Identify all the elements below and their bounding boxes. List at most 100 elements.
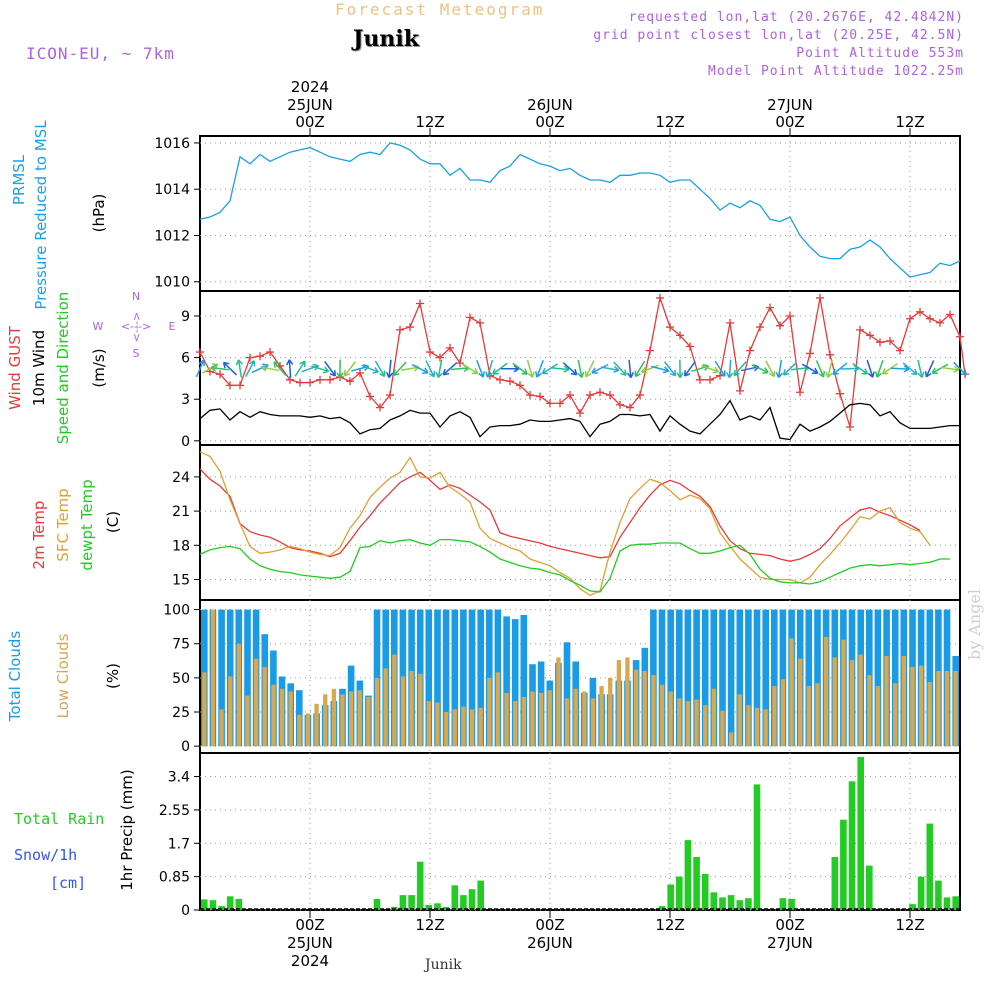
rain-bar [779, 898, 787, 910]
wind-arrow-shape [651, 365, 670, 374]
low-cloud-bar [729, 732, 734, 747]
wind-arrow-shape [324, 360, 337, 377]
low-cloud-bar [297, 714, 302, 747]
gust-marker [806, 349, 814, 358]
wind-arrow-shape [890, 365, 910, 373]
gust-marker [766, 303, 774, 312]
gust-marker [826, 350, 834, 359]
low-cloud-bar [444, 712, 449, 747]
low-cloud-bar [374, 677, 380, 747]
gust-marker [816, 293, 824, 302]
low-cloud-bar [426, 701, 431, 747]
wind-arrow-shape [245, 360, 256, 377]
rain-bar [943, 897, 951, 910]
y-tick-label: 0 [181, 739, 190, 755]
wind-direction-arrow [931, 363, 949, 375]
wind-arrow-shape [924, 360, 935, 378]
x-date-label-bottom: 26JUN [527, 934, 573, 952]
low-cloud-bar [590, 698, 596, 747]
rain-bar [209, 900, 217, 910]
x-year-label-bottom: 2024 [291, 952, 329, 970]
low-cloud-bar [936, 671, 941, 747]
wind-direction-arrow [875, 359, 884, 378]
gust-marker [386, 391, 394, 400]
low-cloud-bar [495, 672, 501, 747]
y-tick-label: 9 [181, 309, 190, 325]
total-cloud-bar [667, 609, 674, 747]
low-cloud-bar [849, 660, 855, 747]
pressure-line [199, 142, 961, 278]
rain-bar [235, 899, 243, 910]
wind-arrow-shape [832, 362, 848, 376]
wind-direction-arrow [195, 359, 206, 378]
dewpt-line [199, 538, 950, 593]
gust-marker [596, 388, 604, 397]
total-cloud-bar [218, 609, 225, 747]
gust-marker [606, 391, 614, 400]
rain-bar [831, 857, 839, 910]
low-cloud-bar [582, 691, 587, 747]
percent-axis-label: (%) [104, 663, 122, 689]
low-cloud-bar [279, 688, 285, 747]
wind-direction-arrow [801, 363, 819, 375]
wind-arrow-shape [374, 360, 386, 378]
total-cloud-bar [373, 609, 381, 747]
y-tick-label: 0 [181, 903, 190, 919]
rain-bar [952, 896, 959, 910]
temp2m-axis-label: 2m Temp [30, 501, 48, 570]
gust-marker [246, 353, 254, 362]
rain-bar [201, 899, 208, 910]
wind-arrow-shape [393, 361, 407, 376]
x-tick-label-top: 00Z [535, 113, 564, 131]
low-cloud-bar [556, 657, 561, 747]
rain-bar [676, 876, 683, 910]
footer-place: Junik [425, 957, 462, 973]
low-cloud-bar [452, 709, 457, 747]
gust-marker [796, 388, 804, 397]
low-cloud-bar [651, 675, 656, 747]
wind-direction-arrow [613, 361, 627, 376]
wind-arrow-shape [940, 365, 960, 373]
low-cloud-bar [530, 691, 535, 747]
gust-marker [566, 391, 574, 400]
total-cloud-bar [805, 609, 813, 747]
low-cloud-bar [910, 666, 915, 747]
gust-marker [556, 399, 564, 408]
y-tick-label: 0 [181, 434, 190, 450]
y-tick-label: 6 [181, 351, 190, 367]
low-cloud-bar [478, 707, 483, 747]
gust-marker [836, 389, 844, 398]
wind-direction-arrow [435, 359, 443, 379]
gust-marker [746, 346, 754, 355]
y-tick-label: 1016 [154, 136, 190, 152]
wind-direction-arrow [733, 361, 747, 377]
rain-bar [684, 840, 692, 910]
gust-marker [856, 325, 864, 334]
wind-arrow-shape [917, 359, 925, 378]
wind-arrow-shape [626, 359, 635, 379]
low-cloud-bar [642, 671, 647, 747]
x-tick-label-top: 12Z [895, 113, 924, 131]
gridpoint-coords: grid point closest lon,lat (20.25E, 42.5… [593, 28, 964, 43]
low-cloud-bar [599, 686, 604, 747]
wind-direction-arrow [663, 361, 677, 377]
wind-direction-arrow [917, 359, 925, 378]
x-date-label-top: 27JUN [767, 96, 813, 114]
low-cloud-bar [392, 654, 397, 747]
wind-arrow-shape [336, 359, 344, 379]
panel-2: 0 3 6 9 [181, 290, 961, 450]
compass-w: W [93, 320, 104, 333]
gust-marker [326, 375, 334, 384]
gust-marker [576, 409, 584, 418]
wind-direction-arrow [485, 359, 494, 378]
rain-bar [719, 897, 726, 910]
low-cloud-bar [418, 673, 423, 747]
low-cloud-bar [521, 697, 526, 747]
snow-legend: Snow/1h [14, 846, 77, 864]
gust-marker [346, 377, 354, 386]
wind-direction-arrow [294, 360, 306, 377]
low-cloud-bar [323, 694, 328, 747]
rain-bar [710, 892, 718, 910]
wind-arrow-shape [435, 359, 443, 379]
gust-marker [626, 403, 634, 412]
